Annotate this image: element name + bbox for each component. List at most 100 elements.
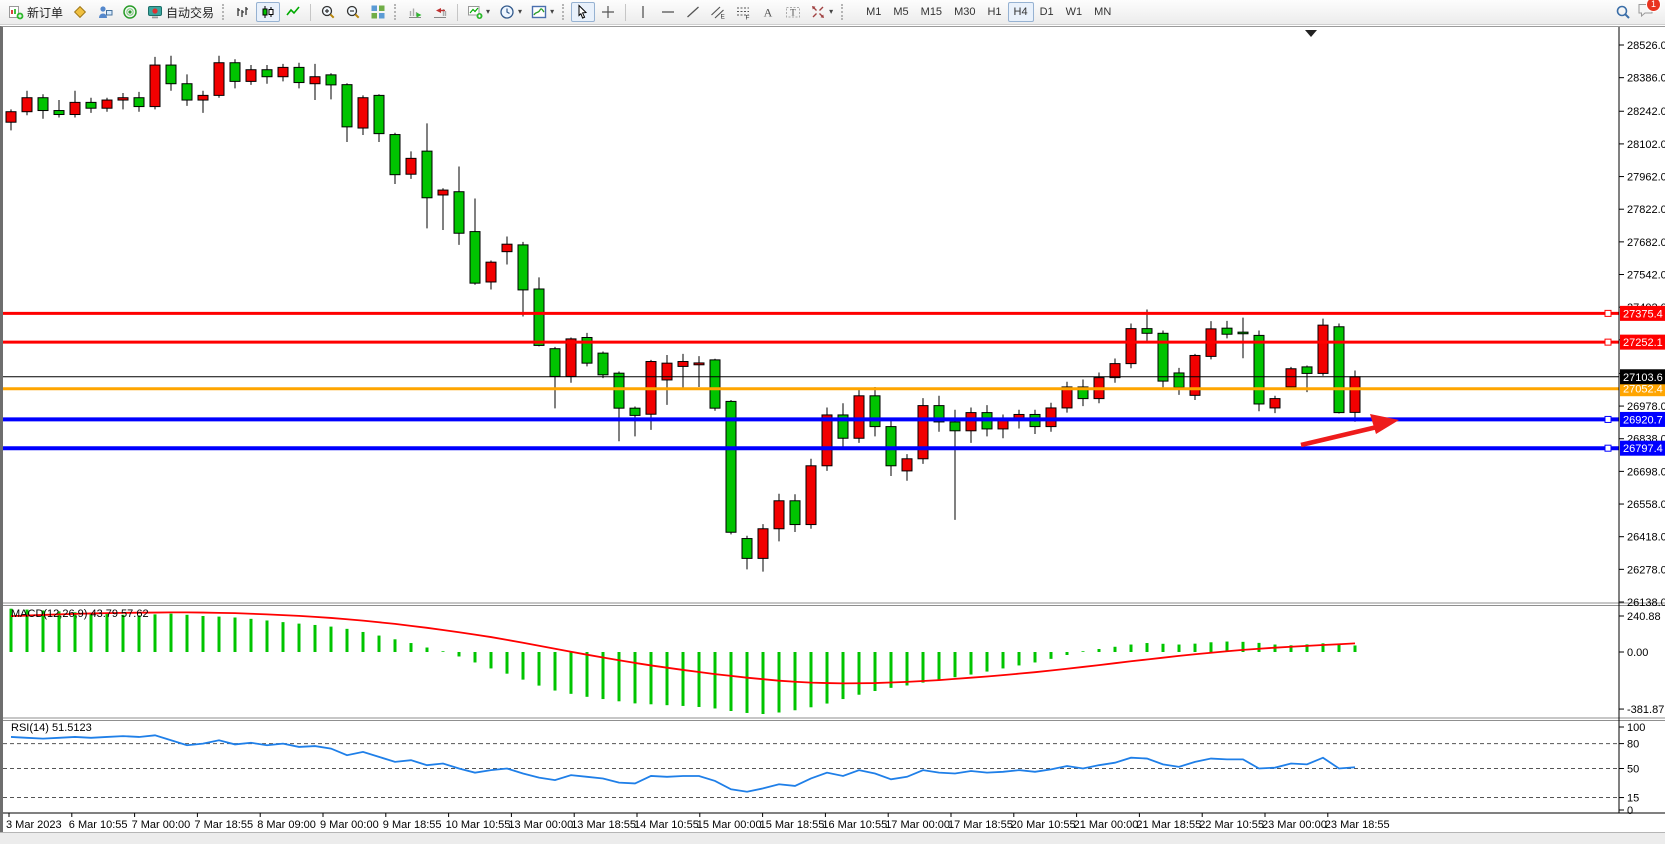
toolbar-grip[interactable] [841, 4, 846, 20]
text-button[interactable]: A [756, 2, 780, 22]
line-anchor-marker[interactable] [1604, 338, 1612, 346]
time-axis[interactable]: 3 Mar 2023 6 Mar 10:55 7 Mar 00:00 7 Mar 18… [3, 812, 1665, 831]
rsi-indicator-label: RSI(14) 51.5123 [11, 722, 92, 734]
svg-text:17 Mar 18:55: 17 Mar 18:55 [948, 819, 1013, 831]
crosshair-icon [602, 6, 615, 18]
arrows-icon [812, 6, 825, 18]
terminal-button[interactable] [118, 2, 142, 22]
timeframe-button-M30[interactable]: M30 [954, 6, 976, 18]
period-clock-button[interactable]: ▾ [495, 2, 526, 22]
svg-text:26978.0: 26978.0 [1627, 401, 1665, 413]
trendline-button[interactable] [681, 2, 705, 22]
candles-layer [5, 55, 1361, 572]
zoom-in-icon [321, 5, 335, 19]
svg-text:23 Mar 00:00: 23 Mar 00:00 [1262, 819, 1327, 831]
auto-scroll-button[interactable] [403, 2, 427, 22]
horizontal-line-button[interactable] [656, 2, 680, 22]
terminal-signal-icon [123, 5, 137, 19]
text-label-button[interactable]: T [781, 2, 805, 22]
chart-shift-marker[interactable] [1305, 30, 1317, 37]
line-anchor-marker[interactable] [1604, 415, 1612, 423]
candlestick-chart-button[interactable] [256, 2, 281, 22]
equidistant-channel-button[interactable]: E [706, 2, 730, 22]
chart-window: ▼ JPN225-,H4 26950.9 27130.7 26910.6 271… [0, 26, 1665, 832]
svg-text:9 Mar 00:00: 9 Mar 00:00 [320, 819, 379, 831]
svg-text:16 Mar 10:55: 16 Mar 10:55 [822, 819, 887, 831]
svg-text:7 Mar 00:00: 7 Mar 00:00 [132, 819, 191, 831]
navigator-button[interactable] [93, 2, 117, 22]
line-anchor-marker[interactable] [1604, 444, 1612, 452]
price-badge [1620, 334, 1665, 350]
main-toolbar: 新订单 自动交易 [0, 0, 1665, 25]
svg-text:28386.0: 28386.0 [1627, 73, 1665, 85]
vertical-line-icon [642, 6, 644, 18]
new-order-label: 新订单 [27, 5, 64, 20]
chat-button[interactable]: 1 [1637, 0, 1661, 23]
macd-signal-line [10, 611, 1356, 685]
svg-text:26418.0: 26418.0 [1627, 532, 1665, 544]
svg-text:50: 50 [1627, 764, 1639, 776]
chevron-down-icon: ▾ [486, 7, 491, 16]
new-chart-button[interactable]: ▾ [463, 2, 494, 22]
timeframe-button-M5[interactable]: M5 [893, 6, 909, 18]
svg-text:26138.0: 26138.0 [1627, 597, 1665, 609]
timeframe-button-W1[interactable]: W1 [1065, 6, 1083, 18]
chart-canvas-wrap: 28526.0 28386.0 28242.0 28102.0 27962.0 27822… [3, 27, 1665, 838]
new-order-icon [9, 6, 24, 20]
autotrading-button[interactable]: 自动交易 [143, 2, 218, 22]
zoom-out-icon [346, 5, 360, 19]
svg-text:15 Mar 00:00: 15 Mar 00:00 [697, 819, 762, 831]
timeframe-button-H1[interactable]: H1 [987, 6, 1002, 18]
svg-text:27542.0: 27542.0 [1627, 270, 1665, 282]
svg-text:6 Mar 10:55: 6 Mar 10:55 [69, 819, 128, 831]
toolbar-grip[interactable] [394, 4, 399, 20]
line-anchor-marker[interactable] [1604, 309, 1612, 317]
svg-text:23 Mar 18:55: 23 Mar 18:55 [1325, 819, 1390, 831]
zoom-in-button[interactable] [316, 2, 340, 22]
svg-text:26920.7: 26920.7 [1623, 414, 1663, 426]
svg-text:27103.6: 27103.6 [1623, 372, 1663, 384]
svg-text:17 Mar 00:00: 17 Mar 00:00 [885, 819, 950, 831]
svg-text:13 Mar 18:55: 13 Mar 18:55 [571, 819, 636, 831]
svg-text:27052.4: 27052.4 [1623, 384, 1663, 396]
chart-shift-button[interactable] [428, 2, 452, 22]
svg-text:8 Mar 09:00: 8 Mar 09:00 [257, 819, 316, 831]
toolbar-grip[interactable] [222, 4, 227, 20]
arrow-annotation[interactable] [1300, 414, 1399, 448]
template-profile-button[interactable]: ▾ [527, 2, 558, 22]
line-chart-button[interactable] [281, 2, 305, 22]
toolbar-grip[interactable] [562, 4, 567, 20]
arrows-button[interactable]: ▾ [806, 2, 837, 22]
timeframe-button-D1[interactable]: D1 [1039, 6, 1054, 18]
horizontal-line-objects[interactable] [3, 309, 1619, 452]
cursor-button[interactable] [571, 2, 596, 22]
search-icon[interactable] [1615, 4, 1631, 20]
text-label-icon: T [786, 7, 801, 18]
fibonacci-icon: F [737, 7, 750, 20]
svg-text:26797.4: 26797.4 [1623, 443, 1663, 455]
price-badge [1620, 440, 1665, 456]
fibonacci-button[interactable]: F [731, 2, 755, 22]
timeframe-button-M1[interactable]: M1 [866, 6, 882, 18]
candlestick-chart-icon [262, 6, 274, 18]
timeframe-button-H4[interactable]: H4 [1007, 2, 1034, 22]
zoom-out-button[interactable] [341, 2, 365, 22]
navigator-icon [99, 6, 113, 18]
svg-text:13 Mar 00:00: 13 Mar 00:00 [508, 819, 573, 831]
macd-pane [9, 608, 1357, 715]
svg-text:3 Mar 2023: 3 Mar 2023 [6, 819, 62, 831]
rsi-line [10, 734, 1356, 793]
svg-text:-381.87: -381.87 [1627, 704, 1664, 716]
tile-windows-button[interactable] [366, 2, 390, 22]
market-watch-button[interactable] [68, 2, 92, 22]
timeframe-button-M15[interactable]: M15 [920, 6, 943, 18]
timeframe-button-MN[interactable]: MN [1094, 6, 1112, 18]
new-order-button[interactable]: 新订单 [4, 2, 67, 22]
price-badge [1620, 305, 1665, 321]
svg-text:240.88: 240.88 [1627, 611, 1661, 623]
auto-scroll-icon [409, 8, 422, 18]
bar-chart-button[interactable] [231, 2, 255, 22]
vertical-line-button[interactable] [631, 2, 655, 22]
horizontal-line-icon [662, 11, 675, 13]
crosshair-button[interactable] [596, 2, 620, 22]
